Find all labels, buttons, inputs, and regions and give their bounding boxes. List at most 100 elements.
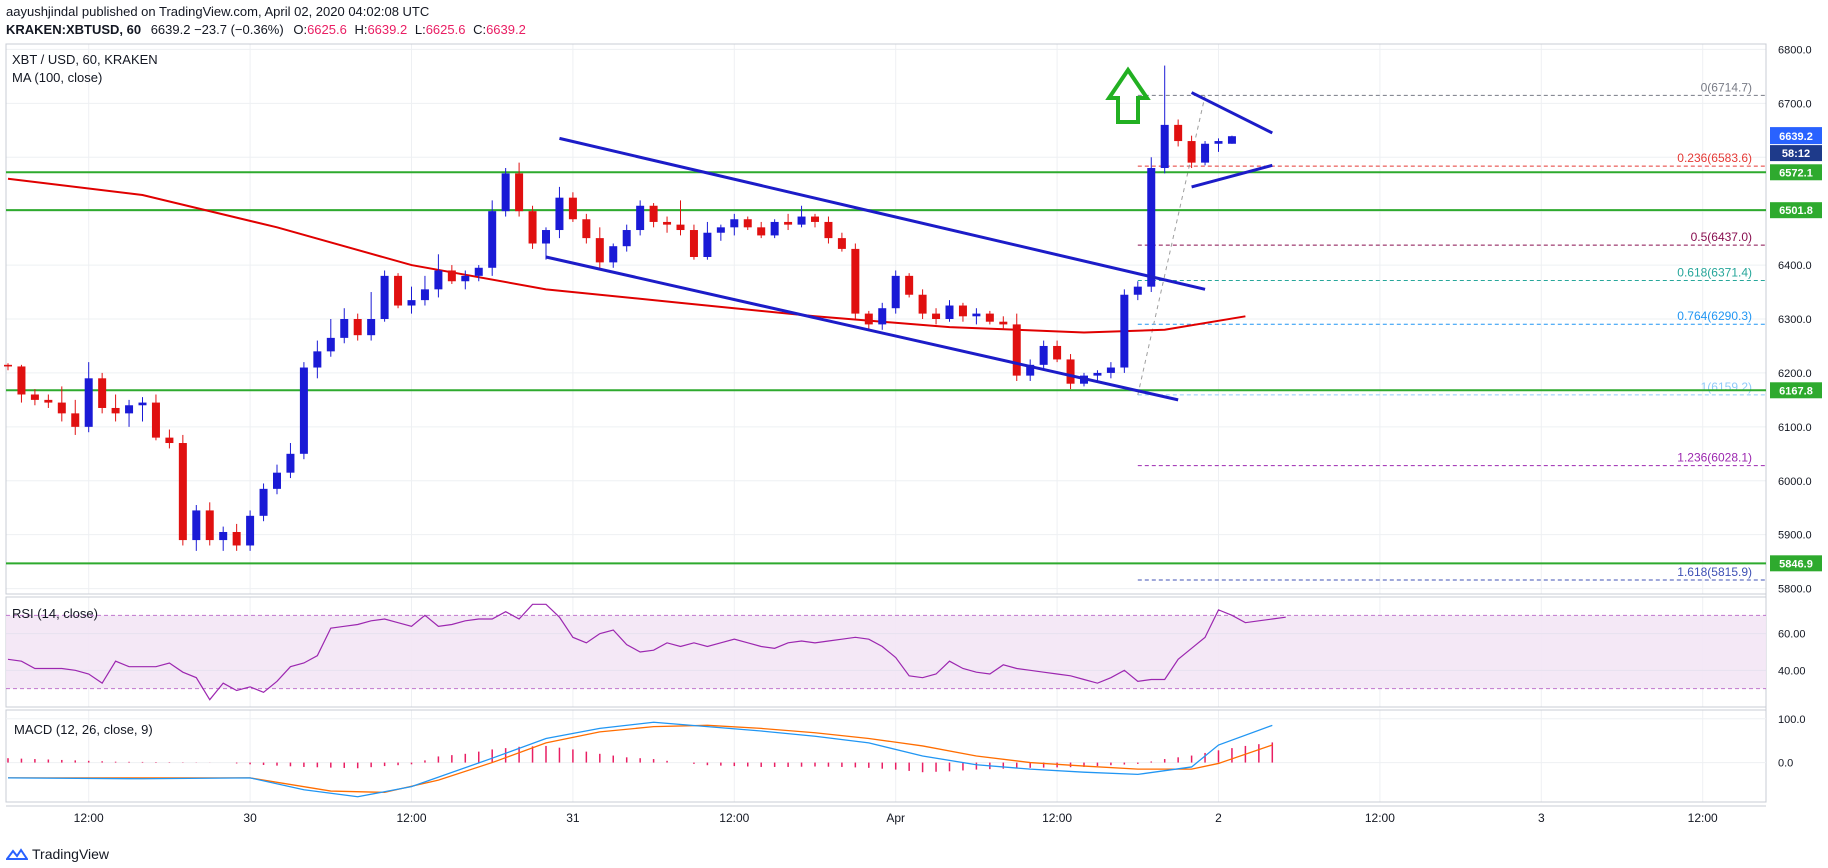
candle-body bbox=[1227, 136, 1236, 144]
fibonacci-retracement: 0(6714.7) 0.236(6583.6) 0.5(6437.0) 0.618(6… bbox=[1137, 80, 1766, 581]
candle-body bbox=[259, 488, 268, 516]
change-value: 6639.2 −23.7 (−0.36%) bbox=[150, 22, 284, 37]
candle-body bbox=[864, 313, 873, 325]
macd-tick-label: 0.0 bbox=[1778, 758, 1793, 770]
fib-level-label: 1.618(5815.9) bbox=[1677, 565, 1752, 579]
x-tick-label: 12:00 bbox=[1688, 811, 1718, 825]
macd-label: MACD (12, 26, close, 9) bbox=[14, 722, 153, 737]
price-tick-label: 6700.0 bbox=[1778, 98, 1812, 110]
candle-body bbox=[1093, 372, 1102, 376]
candle-body bbox=[501, 173, 510, 212]
candle-body bbox=[1147, 168, 1156, 287]
candle-body bbox=[44, 399, 53, 403]
candle-body bbox=[299, 367, 308, 454]
candle-body bbox=[447, 270, 456, 282]
candle-body bbox=[730, 219, 739, 228]
x-tick-label: Apr bbox=[886, 811, 905, 825]
pane-frames bbox=[5, 43, 1767, 807]
candle-body bbox=[542, 230, 550, 244]
candle-body bbox=[999, 321, 1008, 325]
support-lines bbox=[6, 171, 1766, 565]
candle-body bbox=[1174, 124, 1183, 142]
x-tick-label: 12:00 bbox=[1042, 811, 1072, 825]
support-price-label: 5846.9 bbox=[1779, 558, 1813, 570]
candle-body bbox=[568, 197, 577, 220]
candle-body bbox=[138, 402, 147, 406]
fib-trend-line bbox=[1137, 95, 1206, 396]
candle-body bbox=[891, 275, 900, 309]
candle-body bbox=[555, 197, 564, 231]
x-tick-label: 12:00 bbox=[74, 811, 104, 825]
candle-body bbox=[178, 443, 187, 541]
macd-tick-label: 100.0 bbox=[1778, 714, 1806, 726]
rsi-tick-label: 40.00 bbox=[1778, 665, 1806, 677]
price-tick-label: 5900.0 bbox=[1778, 530, 1812, 542]
footer-brand[interactable]: TradingView bbox=[6, 846, 109, 862]
candles bbox=[4, 65, 1236, 551]
countdown-tag bbox=[1770, 145, 1822, 162]
candle-body bbox=[273, 472, 281, 489]
pane-frame bbox=[5, 709, 1767, 803]
fib-level-label: 1.236(6028.1) bbox=[1677, 451, 1752, 465]
candle-body bbox=[340, 319, 349, 338]
candle-body bbox=[757, 227, 766, 236]
candle-body bbox=[595, 238, 604, 263]
candle-body bbox=[84, 378, 93, 427]
ma-100-polyline bbox=[7, 177, 1246, 334]
candle-body bbox=[30, 394, 39, 400]
low-value: 6625.6 bbox=[425, 22, 466, 37]
support-price-tag bbox=[1770, 382, 1822, 399]
price-tick-label: 6300.0 bbox=[1778, 314, 1812, 326]
rsi-band-fill bbox=[6, 615, 1766, 689]
high-label: H: bbox=[354, 22, 368, 37]
candle-body bbox=[111, 407, 120, 414]
publish-info: aayushjindal published on TradingView.co… bbox=[6, 4, 429, 19]
candle-body bbox=[313, 351, 322, 368]
macd-pane bbox=[6, 718, 1766, 798]
candle-body bbox=[676, 224, 685, 231]
support-price-label: 6167.8 bbox=[1779, 385, 1813, 397]
candle-body bbox=[622, 230, 631, 247]
candle-body bbox=[609, 246, 618, 263]
up-arrow-icon bbox=[1105, 66, 1151, 124]
last-price-label: 6639.2 bbox=[1779, 131, 1813, 143]
triangle-line bbox=[1191, 163, 1273, 189]
candle-body bbox=[837, 238, 846, 249]
candle-body bbox=[878, 308, 887, 325]
channel-line bbox=[545, 255, 1179, 402]
candle-body bbox=[1201, 143, 1210, 163]
candle-body bbox=[246, 515, 255, 546]
price-tick-label: 5800.0 bbox=[1778, 584, 1812, 596]
price-tick-label: 6200.0 bbox=[1778, 368, 1812, 380]
candle-body bbox=[689, 230, 698, 257]
fib-level-label: 0.236(6583.6) bbox=[1677, 151, 1752, 165]
candle-body bbox=[1133, 286, 1142, 295]
candle-body bbox=[367, 319, 376, 336]
candle-body bbox=[125, 405, 134, 414]
last-price-tag bbox=[1770, 127, 1822, 145]
candle-body bbox=[972, 313, 981, 317]
axes: 12:00 30 12:00 31 12:00 Apr 12:00 2 12:00 3 12:00 4… bbox=[74, 44, 1822, 825]
countdown-label: 58:12 bbox=[1782, 148, 1810, 160]
support-price-tag bbox=[1770, 202, 1822, 219]
ohlc-bar: KRAKEN:XBTUSD, 60 6639.2 −23.7 (−0.36%) … bbox=[6, 22, 526, 37]
close-label: C: bbox=[473, 22, 487, 37]
candle-body bbox=[797, 216, 806, 225]
footer-brand-text: TradingView bbox=[32, 846, 110, 862]
fib-level-label: 0.618(6371.4) bbox=[1677, 266, 1752, 280]
x-tick-label: 2 bbox=[1215, 811, 1222, 825]
candle-body bbox=[663, 221, 672, 225]
candle-body bbox=[515, 173, 524, 212]
fib-level-label: 0.764(6290.3) bbox=[1677, 309, 1752, 323]
macd-signal-line bbox=[8, 724, 1273, 794]
price-tick-label: 6400.0 bbox=[1778, 260, 1812, 272]
candle-body bbox=[1039, 345, 1048, 365]
candle-body bbox=[488, 211, 497, 268]
support-price-tag bbox=[1770, 164, 1822, 181]
trend-drawings bbox=[545, 66, 1273, 402]
candle-body bbox=[71, 413, 80, 427]
fib-level-label: 0.5(6437.0) bbox=[1691, 230, 1752, 244]
candle-body bbox=[151, 402, 160, 438]
close-value: 6639.2 bbox=[486, 22, 526, 37]
